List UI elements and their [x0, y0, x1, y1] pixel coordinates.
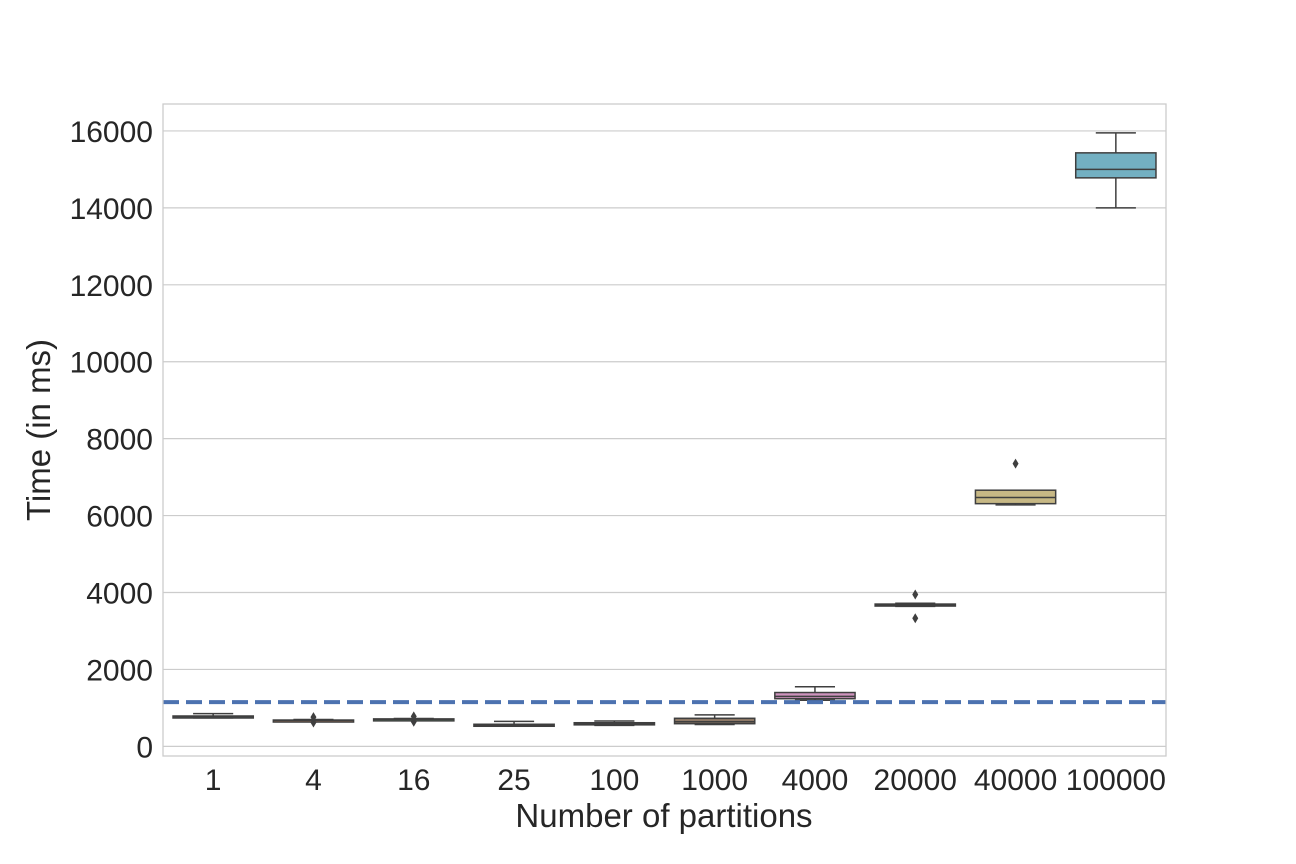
y-axis-label: Time (in ms): [20, 339, 57, 521]
outlier-point: [410, 716, 417, 727]
x-tick-label: 1000: [681, 764, 748, 797]
box-100000: [1074, 132, 1157, 209]
y-tick-label: 12000: [70, 270, 153, 303]
box-iqr: [673, 717, 756, 725]
box-1: [172, 712, 255, 719]
x-tick-label: 25: [497, 764, 530, 797]
x-tick-label: 16: [397, 764, 430, 797]
y-tick-label: 16000: [70, 116, 153, 149]
y-tick-label: 10000: [70, 347, 153, 380]
gridlines: [163, 130, 1166, 747]
x-tick-label: 100000: [1066, 764, 1166, 797]
box-4000: [774, 686, 856, 701]
box-25: [473, 720, 555, 728]
plot-frame: [162, 103, 1167, 757]
x-tick-label: 100: [589, 764, 639, 797]
y-tick-label: 8000: [86, 424, 153, 457]
x-tick-label: 4000: [782, 764, 849, 797]
y-tick-label: 2000: [86, 654, 153, 687]
outlier-point: [310, 712, 317, 723]
boxes: [172, 132, 1157, 728]
box-1000: [673, 714, 756, 726]
box-100: [573, 720, 656, 727]
outlier-point: [310, 717, 317, 728]
x-axis-label: Number of partitions: [515, 797, 812, 834]
y-tick-label: 6000: [86, 501, 153, 534]
outlier-point: [1012, 458, 1019, 469]
y-tick-label: 4000: [86, 578, 153, 611]
x-tick-labels: 1 4 16 25 100 1000 4000 20000 40000 100000: [205, 764, 1166, 797]
x-tick-label: 1: [205, 764, 222, 797]
box-40000: [974, 489, 1057, 506]
outliers: [310, 458, 1019, 728]
box-iqr: [1074, 152, 1157, 179]
x-tick-label: 4: [305, 764, 322, 797]
outlier-point: [912, 589, 919, 600]
box-20000: [874, 602, 957, 608]
outlier-point: [912, 613, 919, 624]
y-tick-label: 0: [136, 731, 153, 764]
x-tick-label: 40000: [974, 764, 1057, 797]
plot-background: [163, 104, 1166, 756]
outlier-point: [410, 711, 417, 722]
box-iqr: [774, 691, 856, 700]
y-tick-label: 14000: [70, 193, 153, 226]
x-tick-label: 20000: [874, 764, 957, 797]
y-tick-labels: 0 2000 4000 6000 8000 10000 12000 14000 16000: [70, 116, 153, 764]
